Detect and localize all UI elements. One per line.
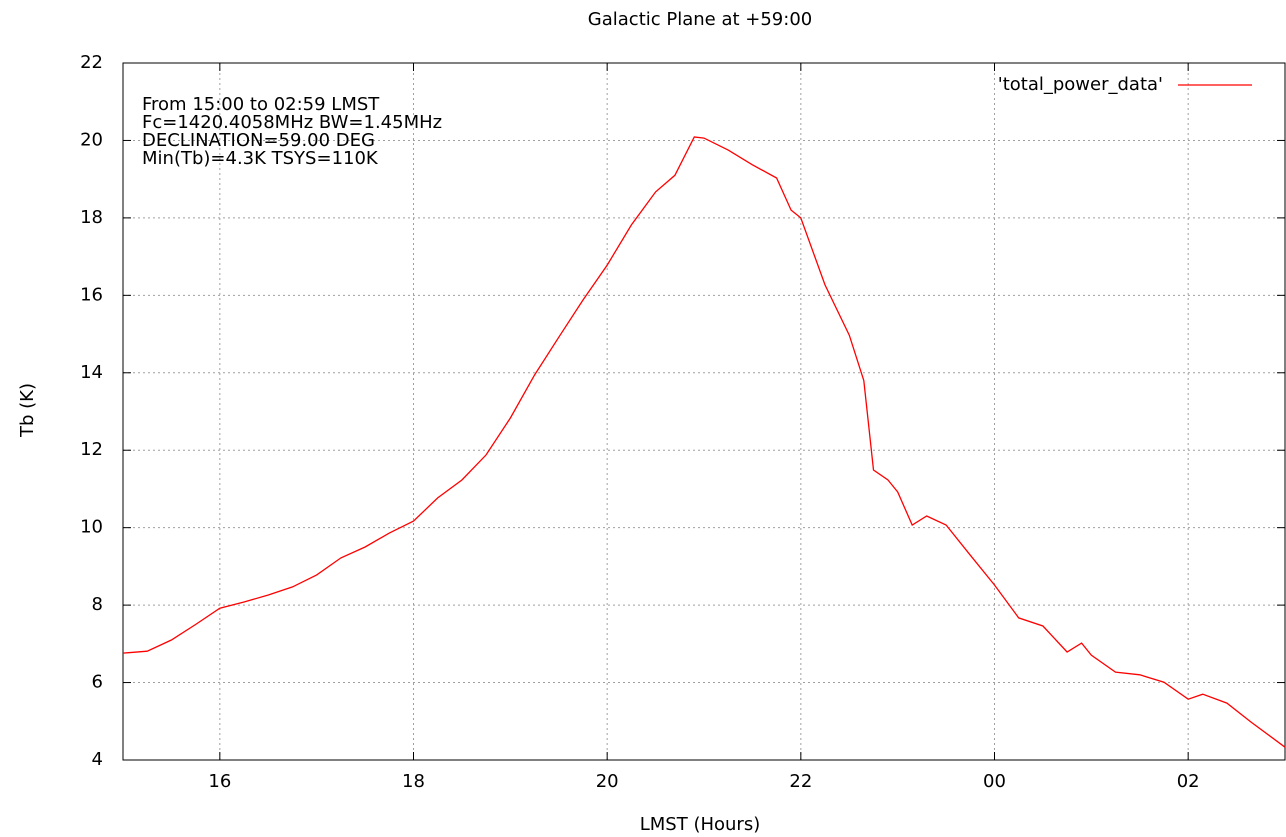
annotation: From 15:00 to 02:59 LMST (142, 94, 380, 115)
y-axis-label: Tb (K) (17, 383, 38, 438)
y-tick-label: 12 (80, 439, 103, 460)
data-line (122, 136, 1286, 748)
y-tick-label: 22 (80, 52, 103, 73)
x-tick-label: 02 (1177, 771, 1200, 792)
y-tick-label: 14 (80, 362, 103, 383)
x-tick-label: 18 (402, 771, 425, 792)
x-axis-label: LMST (Hours) (640, 814, 760, 835)
y-tick-label: 8 (92, 594, 103, 615)
x-tick-label: 16 (208, 771, 231, 792)
annotation: DECLINATION=59.00 DEG (142, 130, 375, 151)
x-tick-label: 20 (596, 771, 619, 792)
x-tick-label: 00 (983, 771, 1006, 792)
x-tick-label: 22 (789, 771, 812, 792)
legend-label: 'total_power_data' (998, 74, 1163, 95)
plot-frame (122, 62, 1286, 761)
y-tick-label: 6 (92, 672, 103, 693)
y-tick-label: 10 (80, 517, 103, 538)
y-tick-label: 16 (80, 284, 103, 305)
y-tick-label: 18 (80, 207, 103, 228)
y-tick-label: 20 (80, 129, 103, 150)
y-tick-label: 4 (92, 749, 103, 770)
annotation: Min(Tb)=4.3K TSYS=110K (142, 148, 379, 169)
chart-title: Galactic Plane at +59:00 (588, 9, 812, 30)
annotation: Fc=1420.4058MHz BW=1.45MHz (142, 112, 442, 133)
